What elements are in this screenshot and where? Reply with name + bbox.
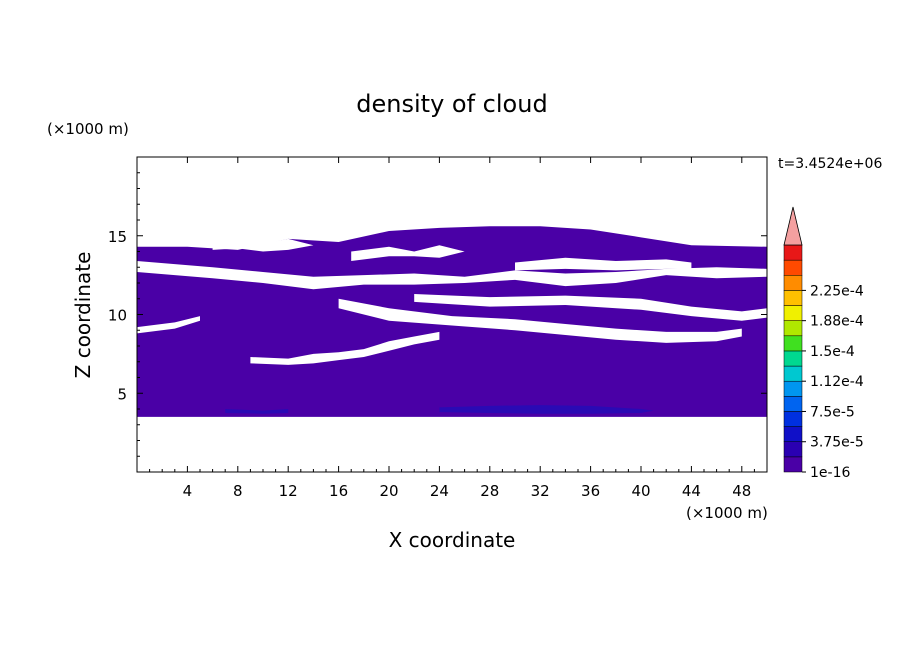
clear-air-gap	[338, 298, 742, 343]
colorbar-bin	[783, 320, 803, 337]
x-tick-label: 48	[732, 482, 751, 500]
colorbar-bin	[783, 259, 803, 276]
x-tick-label: 20	[379, 482, 398, 500]
colorbar-bin	[783, 411, 803, 427]
colorbar-label: 1.12e-4	[810, 374, 864, 390]
x-axis-label: X coordinate	[389, 528, 516, 552]
colorbar-bin	[783, 426, 803, 442]
colorbar-bin	[783, 365, 803, 382]
chart-title: density of cloud	[356, 90, 547, 118]
colorbar-label: 3.75e-5	[810, 435, 864, 451]
y-axis-ticks: 5 10 15	[108, 172, 767, 457]
colorbar-bin	[783, 380, 803, 397]
density-field	[137, 226, 767, 417]
colorbar-label: 2.25e-4	[810, 283, 864, 299]
colorbar-label: 1e-16	[810, 465, 850, 481]
x-tick-label: 36	[581, 482, 600, 500]
low-density-patch	[225, 409, 289, 414]
y-axis-label: Z coordinate	[71, 252, 95, 379]
x-tick-label: 16	[329, 482, 348, 500]
colorbar-bin	[783, 350, 803, 367]
x-tick-label: 28	[480, 482, 499, 500]
colorbar-bin	[783, 396, 803, 412]
x-tick-label: 24	[430, 482, 449, 500]
colorbar: 1e-16 3.75e-5 7.5e-5 1.12e-4 1.5e-4 1.88e-4 2.…	[783, 206, 864, 481]
colorbar-bin	[783, 305, 803, 321]
colorbar-label: 7.5e-5	[810, 404, 855, 420]
colorbar-bin	[783, 275, 803, 291]
clear-air-gap	[137, 260, 767, 290]
time-label: t=3.4524e+06	[778, 156, 882, 172]
clear-air-gap	[250, 331, 440, 365]
y-unit-label: (×1000 m)	[47, 120, 129, 138]
y-tick-label: 5	[117, 385, 127, 403]
colorbar-bin	[783, 335, 803, 352]
clear-air-gap	[515, 257, 692, 271]
x-tick-label: 40	[631, 482, 650, 500]
x-tick-label: 4	[183, 482, 193, 500]
colorbar-bin	[783, 244, 803, 261]
x-unit-label: (×1000 m)	[686, 504, 768, 522]
y-tick-label: 10	[108, 307, 127, 325]
colorbar-bin	[783, 290, 803, 306]
colorbar-overflow-arrow	[783, 206, 803, 246]
clear-air-gap	[414, 294, 767, 321]
clear-air-gap	[351, 245, 465, 261]
clear-air-gap	[137, 316, 200, 334]
colorbar-label: 1.88e-4	[810, 314, 864, 330]
colorbar-label: 1.5e-4	[810, 344, 855, 360]
clear-air-gap	[212, 237, 314, 252]
x-tick-label: 44	[682, 482, 701, 500]
colorbar-bin	[783, 456, 803, 473]
x-tick-label: 32	[531, 482, 550, 500]
low-density-patch	[439, 405, 654, 414]
colorbar-bin	[783, 441, 803, 458]
x-axis-ticks: 4 8 12 16 20 24 28 32 36 40 44 48	[149, 157, 755, 500]
x-tick-label: 12	[279, 482, 298, 500]
y-tick-label: 15	[108, 228, 127, 246]
x-tick-label: 8	[233, 482, 243, 500]
